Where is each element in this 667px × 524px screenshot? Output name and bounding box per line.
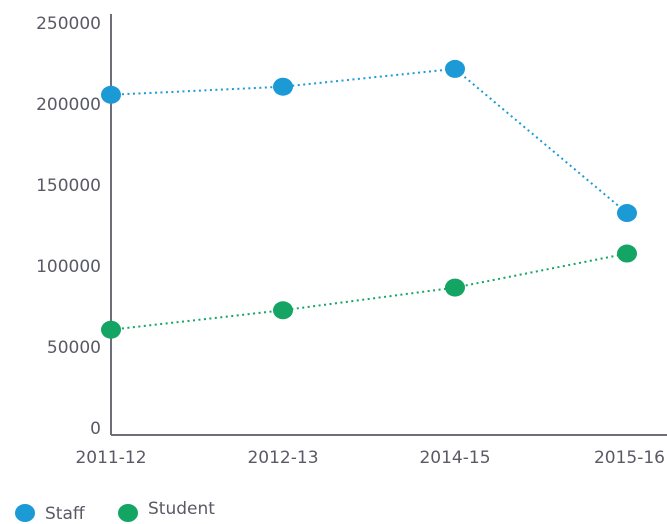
legend-swatch (118, 504, 138, 522)
data-point (617, 244, 637, 263)
data-point (273, 301, 293, 320)
data-point (445, 59, 465, 78)
x-tick-label: 2014-15 (419, 448, 490, 468)
data-point (101, 320, 121, 339)
y-tick-label: 200000 (36, 95, 101, 115)
data-point (101, 85, 121, 104)
x-tick-label: 2011-12 (75, 448, 146, 468)
y-tick-label: 50000 (47, 338, 101, 358)
legend-label: Staff (45, 504, 86, 524)
data-point (273, 77, 293, 96)
x-tick-label: 2012-13 (247, 448, 318, 468)
x-tick-label: 2015-16 (594, 448, 665, 468)
data-point (445, 278, 465, 297)
data-point (617, 204, 637, 223)
y-tick-label: 150000 (36, 176, 101, 196)
legend-label: Student (148, 499, 215, 519)
legend-swatch (15, 504, 35, 522)
series-line (110, 252, 628, 331)
y-tick-label: 0 (90, 419, 101, 439)
series-line (110, 67, 628, 214)
y-tick-label: 250000 (36, 14, 101, 34)
y-tick-label: 100000 (36, 257, 101, 277)
